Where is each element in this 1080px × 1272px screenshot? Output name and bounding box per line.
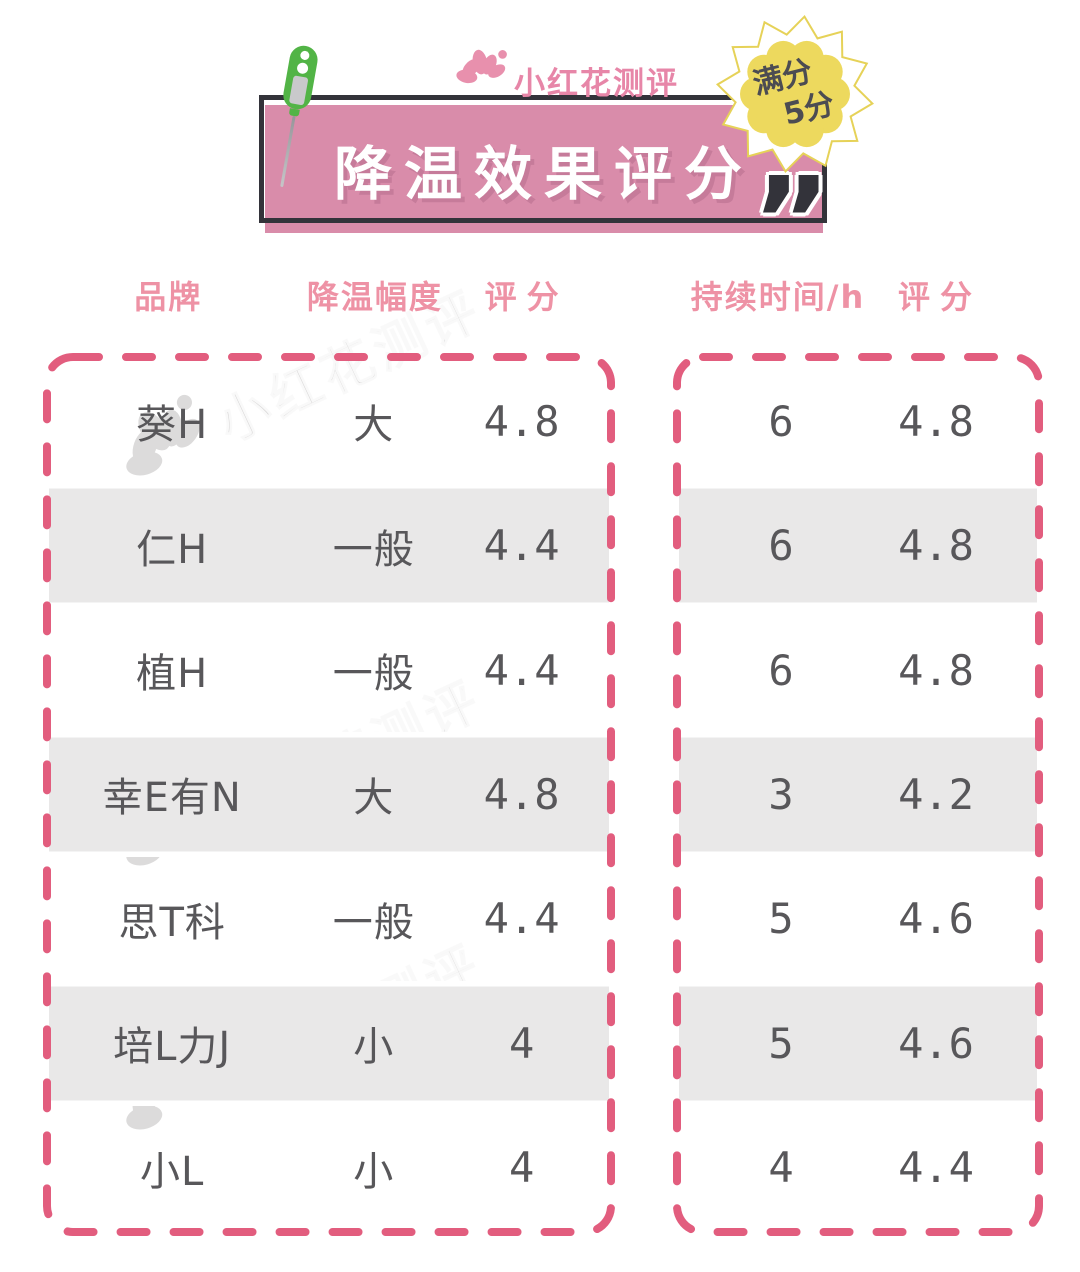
- header-duration: 持续时间/h: [690, 278, 866, 316]
- brand-logo: 小红花测评: [448, 42, 679, 104]
- brand-logo-text: 小红花测评: [514, 66, 679, 102]
- right-table-headers: 持续时间/h 评分: [672, 272, 1044, 318]
- header-brand: 品牌: [134, 278, 203, 316]
- table-row: 葵H 大 4.8: [136, 396, 560, 449]
- table-row: 小L 小 4: [140, 1143, 535, 1195]
- header-duration-score: 评分: [898, 278, 983, 316]
- table-row: 幸E有N 大 4.8: [49, 732, 609, 857]
- starburst-icon: [715, 14, 875, 174]
- table-row: 6 4.8: [768, 396, 974, 446]
- table-row: 思T科 一般 4.4: [118, 894, 560, 946]
- table-row: 6 4.8: [679, 483, 1037, 608]
- table-row: 培L力J 小 4: [49, 981, 609, 1106]
- duration-table: 6 4.8 6 4.8 6 4.8 3 4.2 5 4.6 5 4.6: [672, 352, 1044, 1237]
- quote-icon: ”: [752, 153, 831, 292]
- header-range-score: 评分: [484, 278, 569, 316]
- table-row: 植H 一般 4.4: [136, 645, 560, 698]
- cooling-range-table: 葵H 大 4.8 仁H 一般 4.4 植H 一般 4.4 幸E有N 大 4.8 …: [42, 352, 616, 1237]
- table-row: 5 4.6: [679, 981, 1037, 1106]
- table-row: 3 4.2: [679, 732, 1037, 857]
- table-row: 5 4.6: [768, 894, 974, 944]
- flower-logo-icon: [448, 42, 510, 104]
- table-row: 6 4.8: [768, 645, 974, 695]
- table-row: 仁H 一般 4.4: [49, 483, 609, 608]
- left-table-headers: 品牌 降温幅度 评分: [42, 272, 616, 318]
- full-score-badge: 满分 5分: [710, 9, 880, 179]
- page-title: 降温效果评分: [333, 140, 754, 208]
- header-cooling-range: 降温幅度: [306, 278, 443, 316]
- table-row: 4 4.4: [768, 1143, 974, 1193]
